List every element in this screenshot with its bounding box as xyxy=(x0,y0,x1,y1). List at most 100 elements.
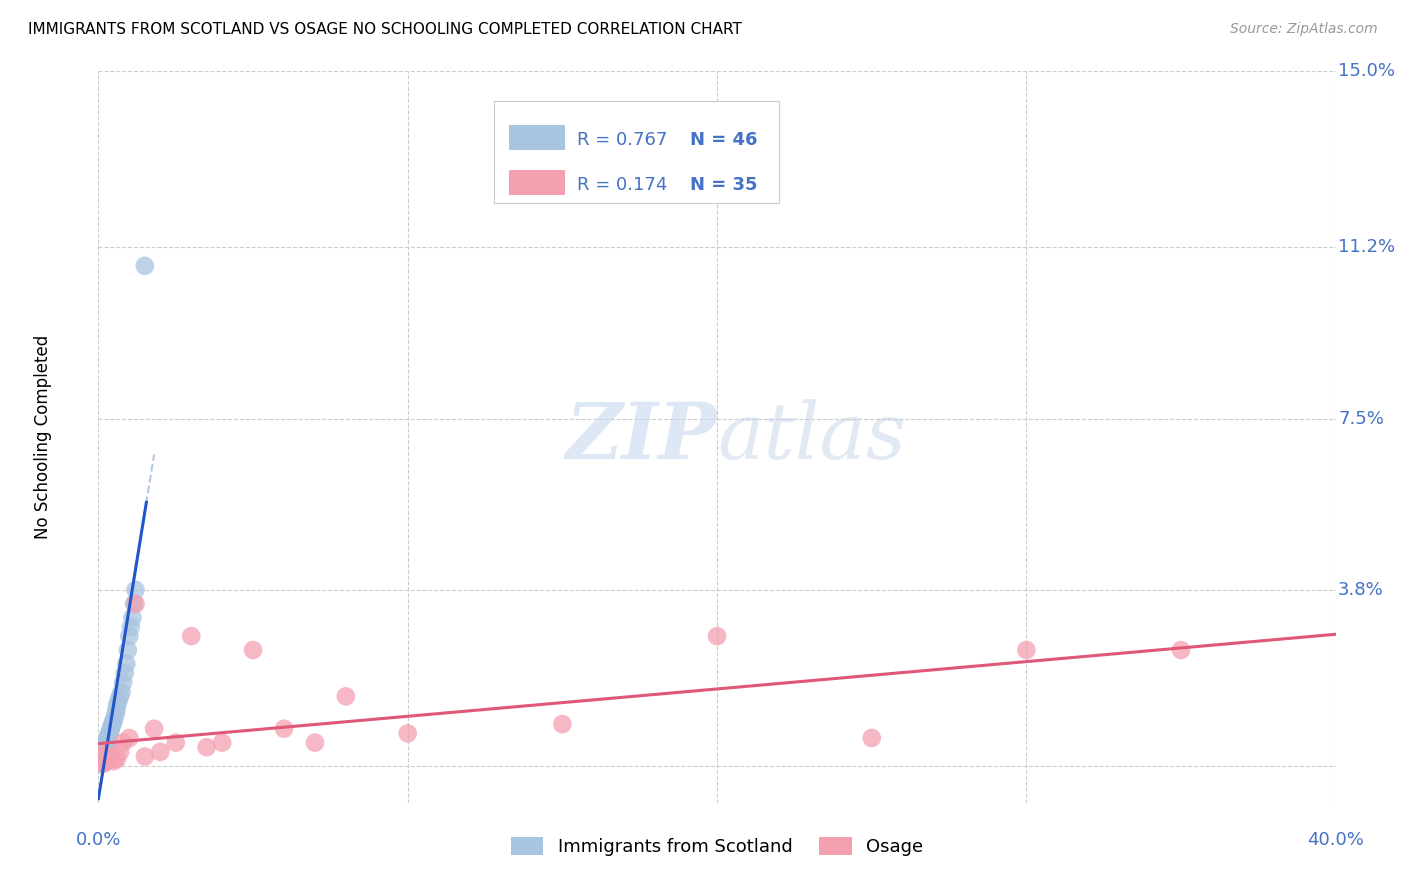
Point xyxy=(120,620,142,634)
Point xyxy=(118,629,141,643)
Point xyxy=(104,707,127,722)
Text: 3.8%: 3.8% xyxy=(1339,581,1384,599)
Point xyxy=(211,736,233,750)
Point xyxy=(273,722,295,736)
Point xyxy=(396,726,419,740)
Point xyxy=(91,754,114,768)
Point xyxy=(115,657,138,671)
Point xyxy=(96,739,118,754)
Point xyxy=(108,745,131,759)
Point xyxy=(143,722,166,736)
Point xyxy=(108,690,131,704)
Point xyxy=(101,717,124,731)
Point xyxy=(860,731,883,745)
FancyBboxPatch shape xyxy=(495,101,779,203)
Point xyxy=(96,741,118,756)
Point xyxy=(122,597,145,611)
Point xyxy=(180,629,202,643)
Point xyxy=(105,752,128,766)
Point xyxy=(91,749,114,764)
Point xyxy=(121,610,143,624)
Point xyxy=(90,752,112,766)
Text: 11.2%: 11.2% xyxy=(1339,238,1395,256)
Point xyxy=(134,259,156,273)
Point xyxy=(90,754,112,768)
Point xyxy=(98,726,121,740)
Point xyxy=(94,744,117,758)
Point xyxy=(94,740,117,755)
Point xyxy=(96,749,118,764)
Point xyxy=(96,733,118,747)
Point xyxy=(97,731,120,745)
Text: 40.0%: 40.0% xyxy=(1308,830,1364,848)
Point xyxy=(100,749,122,764)
Point xyxy=(91,755,114,769)
Point xyxy=(89,754,111,768)
Text: R = 0.174: R = 0.174 xyxy=(576,176,668,194)
Point xyxy=(90,752,112,766)
Point xyxy=(149,745,172,759)
Text: 0.0%: 0.0% xyxy=(76,830,121,848)
Point xyxy=(90,756,112,771)
FancyBboxPatch shape xyxy=(509,170,565,194)
Point xyxy=(111,684,132,698)
Text: 7.5%: 7.5% xyxy=(1339,409,1384,427)
Point xyxy=(195,740,218,755)
Point xyxy=(90,755,112,769)
Point xyxy=(97,753,120,767)
Point xyxy=(93,746,115,760)
Point xyxy=(112,736,135,750)
Point xyxy=(91,749,114,764)
Point xyxy=(335,690,357,704)
Point xyxy=(97,729,120,743)
Text: 15.0%: 15.0% xyxy=(1339,62,1395,80)
Point xyxy=(94,755,117,769)
Point xyxy=(96,736,118,750)
Point xyxy=(112,675,135,690)
Point xyxy=(107,694,129,708)
Point xyxy=(93,756,115,771)
Point xyxy=(105,703,128,717)
Point xyxy=(134,749,156,764)
Point xyxy=(98,752,121,766)
Text: ZIP: ZIP xyxy=(565,399,717,475)
Point xyxy=(124,597,146,611)
Text: No Schooling Completed: No Schooling Completed xyxy=(34,335,52,539)
Point xyxy=(94,738,117,752)
Point xyxy=(165,736,187,750)
Point xyxy=(242,643,264,657)
Point xyxy=(93,748,115,763)
Point xyxy=(93,750,115,764)
Point xyxy=(105,698,128,713)
Point xyxy=(304,736,326,750)
FancyBboxPatch shape xyxy=(509,125,565,150)
Point xyxy=(1170,643,1192,657)
Legend: Immigrants from Scotland, Osage: Immigrants from Scotland, Osage xyxy=(503,830,931,863)
Point xyxy=(1015,643,1038,657)
Point xyxy=(551,717,574,731)
Point xyxy=(91,753,114,767)
Point xyxy=(91,745,114,759)
Point xyxy=(100,719,122,733)
Point xyxy=(90,757,112,772)
Point xyxy=(100,722,122,736)
Point xyxy=(118,731,141,745)
Point xyxy=(93,747,115,762)
Point xyxy=(117,643,139,657)
Point xyxy=(93,752,115,766)
Point xyxy=(93,742,115,756)
Text: atlas: atlas xyxy=(717,399,905,475)
Point xyxy=(103,713,125,727)
Point xyxy=(706,629,728,643)
Point xyxy=(103,754,125,768)
Point xyxy=(98,724,121,739)
Text: N = 46: N = 46 xyxy=(690,130,758,149)
Point xyxy=(114,666,136,681)
Text: Source: ZipAtlas.com: Source: ZipAtlas.com xyxy=(1230,22,1378,37)
Text: IMMIGRANTS FROM SCOTLAND VS OSAGE NO SCHOOLING COMPLETED CORRELATION CHART: IMMIGRANTS FROM SCOTLAND VS OSAGE NO SCH… xyxy=(28,22,742,37)
Text: N = 35: N = 35 xyxy=(690,176,758,194)
Point xyxy=(124,582,146,597)
Point xyxy=(103,714,125,729)
Point xyxy=(89,745,111,759)
Text: R = 0.767: R = 0.767 xyxy=(576,130,668,149)
